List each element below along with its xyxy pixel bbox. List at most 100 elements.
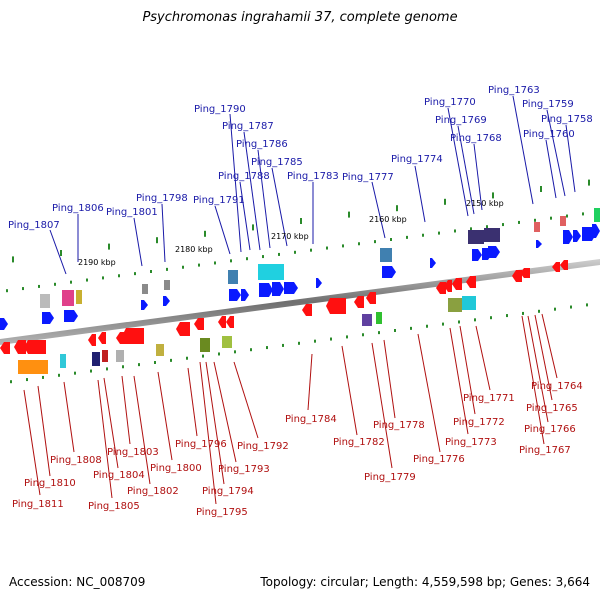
tick-mark: [198, 263, 200, 267]
gene-label[interactable]: Ping_1793: [218, 464, 270, 475]
gene-label[interactable]: Ping_1788: [218, 171, 270, 182]
leader-line: [205, 361, 225, 485]
tick-mark: [406, 235, 408, 239]
gene-label[interactable]: Ping_1778: [373, 420, 425, 431]
tick-mark: [70, 280, 72, 284]
gene-label[interactable]: Ping_1760: [523, 129, 575, 140]
gene-block: [228, 270, 238, 284]
tick-mark: [454, 229, 456, 233]
reverse-gene-arrow: [520, 268, 530, 278]
tick-mark: [442, 322, 444, 326]
gene-label[interactable]: Ping_1763: [488, 85, 540, 96]
reverse-gene-arrow: [122, 328, 144, 344]
gene-label[interactable]: Ping_1804: [93, 470, 145, 481]
tick-mark: [234, 350, 236, 354]
gene-label[interactable]: Ping_1794: [202, 486, 254, 497]
reverse-gene-arrow: [194, 318, 204, 330]
leader-line: [383, 339, 396, 419]
gene-label[interactable]: Ping_1772: [453, 417, 505, 428]
tick-mark: [346, 335, 348, 339]
tick-mark: [534, 218, 536, 222]
gene-label[interactable]: Ping_1766: [524, 424, 576, 435]
gene-label[interactable]: Ping_1802: [127, 486, 179, 497]
tick-mark: [326, 246, 328, 250]
gene-label[interactable]: Ping_1773: [445, 437, 497, 448]
leader-line: [161, 203, 166, 263]
leader-line: [97, 379, 113, 499]
leader-line: [545, 139, 557, 199]
leader-line: [213, 361, 237, 463]
gene-label[interactable]: Ping_1784: [285, 414, 337, 425]
tick-mark: [390, 238, 392, 241]
gene-label[interactable]: Ping_1811: [12, 499, 64, 510]
forward-gene-arrow: [316, 278, 322, 288]
gene-label[interactable]: Ping_1795: [196, 507, 248, 518]
gene-block: [60, 354, 66, 368]
gene-label[interactable]: Ping_1764: [531, 381, 583, 392]
gene-label[interactable]: Ping_1805: [88, 501, 140, 512]
gene-label[interactable]: Ping_1782: [333, 437, 385, 448]
gene-label[interactable]: Ping_1800: [150, 463, 202, 474]
tick-mark: [470, 227, 472, 231]
forward-gene-arrow: [430, 258, 436, 268]
gene-label[interactable]: Ping_1803: [107, 447, 159, 458]
gene-label[interactable]: Ping_1801: [106, 207, 158, 218]
gene-label[interactable]: Ping_1810: [24, 478, 76, 489]
tick-mark: [60, 250, 62, 256]
tick-mark: [298, 341, 300, 345]
gene-label[interactable]: Ping_1771: [463, 393, 515, 404]
gene-block: [594, 208, 600, 222]
gene-label[interactable]: Ping_1808: [50, 455, 102, 466]
gene-block: [62, 290, 74, 306]
gene-label[interactable]: Ping_1759: [522, 99, 574, 110]
tick-mark: [74, 371, 76, 375]
tick-mark: [570, 305, 572, 309]
tick-mark: [214, 261, 216, 265]
gene-label[interactable]: Ping_1806: [52, 203, 104, 214]
tick-mark: [538, 309, 540, 313]
gene-label[interactable]: Ping_1777: [342, 172, 394, 183]
gene-label[interactable]: Ping_1783: [287, 171, 339, 182]
genome-axis: [0, 259, 600, 345]
gene-block: [468, 230, 484, 244]
tick-mark: [278, 252, 280, 256]
gene-label[interactable]: Ping_1765: [526, 403, 578, 414]
reverse-gene-arrow: [218, 316, 226, 328]
gene-label[interactable]: Ping_1758: [541, 114, 593, 125]
gene-label[interactable]: Ping_1774: [391, 154, 443, 165]
tick-mark: [342, 244, 344, 248]
map-title: Psychromonas ingrahamii 37, complete gen…: [142, 10, 458, 25]
leader-line: [341, 345, 358, 436]
tick-mark: [218, 352, 220, 356]
reverse-gene-arrow: [552, 262, 560, 272]
gene-label[interactable]: Ping_1779: [364, 472, 416, 483]
gene-label[interactable]: Ping_1792: [237, 441, 289, 452]
tick-mark: [506, 314, 508, 318]
gene-label[interactable]: Ping_1768: [450, 133, 502, 144]
gene-block: [142, 284, 148, 294]
gene-label[interactable]: Ping_1798: [136, 193, 188, 204]
gene-label[interactable]: Ping_1791: [193, 195, 245, 206]
reverse-gene-arrow: [560, 260, 568, 270]
gene-label[interactable]: Ping_1796: [175, 439, 227, 450]
gene-block: [222, 336, 232, 348]
leader-line: [457, 125, 475, 215]
gene-label[interactable]: Ping_1770: [424, 97, 476, 108]
gene-label[interactable]: Ping_1776: [413, 454, 465, 465]
tick-mark: [374, 240, 376, 244]
gene-label[interactable]: Ping_1807: [8, 220, 60, 231]
leader-line: [475, 325, 491, 391]
tick-mark: [6, 289, 8, 293]
tick-mark: [252, 224, 254, 231]
gene-label[interactable]: Ping_1785: [251, 157, 303, 168]
gene-label[interactable]: Ping_1790: [194, 104, 246, 115]
gene-label[interactable]: Ping_1769: [435, 115, 487, 126]
forward-gene-arrow: [382, 266, 396, 278]
gene-label[interactable]: Ping_1767: [519, 445, 571, 456]
gene-label[interactable]: Ping_1786: [236, 139, 288, 150]
gene-label[interactable]: Ping_1787: [222, 121, 274, 132]
tick-mark: [330, 337, 332, 341]
scale-labels: 2190 kbp 2180 kbp 2170 kbp 2160 kbp 2150…: [78, 199, 504, 267]
tick-mark: [540, 186, 542, 192]
